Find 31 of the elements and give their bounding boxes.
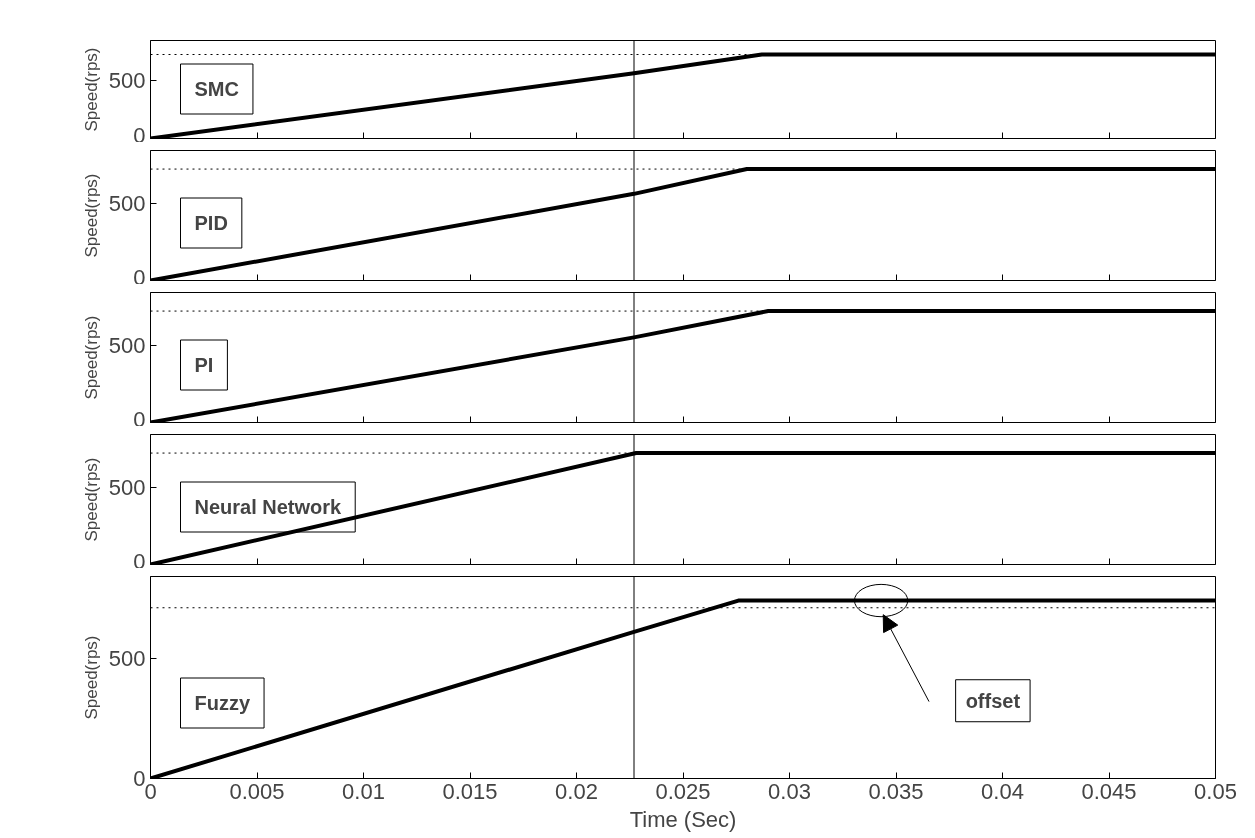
x-axis-title: Time (Sec) [629,806,737,832]
series-label: PID [194,212,228,234]
x-tick-label: 0.02 [555,778,598,804]
annotation: offset [965,689,1021,712]
y-axis-title: Speed(rps) [81,635,101,720]
x-tick-label: 0.025 [655,778,711,804]
series-label: Fuzzy [194,692,251,714]
y-axis-title: Speed(rps) [81,315,101,400]
y-tick-label: 0 [133,548,146,574]
x-tick-label: 0.05 [1194,778,1237,804]
x-tick-label: 0.01 [342,778,385,804]
y-tick-label: 500 [108,645,146,671]
y-axis-title: Speed(rps) [81,173,101,258]
x-tick-label: 0.03 [768,778,811,804]
y-tick-label: 0 [133,406,146,432]
y-tick-label: 500 [108,67,146,93]
y-tick-label: 500 [108,190,146,216]
y-tick-label: 500 [108,332,146,358]
x-tick-label: 0.04 [981,778,1024,804]
series-label: Neural Network [194,496,343,518]
y-tick-label: 0 [133,264,146,290]
series-label: PI [194,354,214,376]
series-label: SMC [194,78,239,100]
y-tick-label: 0 [133,122,146,148]
x-tick-label: 0.045 [1081,778,1137,804]
x-tick-label: 0.005 [229,778,285,804]
y-axis-title: Speed(rps) [81,457,101,542]
x-tick-label: 0.035 [868,778,924,804]
x-tick-label: 0.015 [442,778,498,804]
y-axis-title: Speed(rps) [81,47,101,132]
y-tick-label: 500 [108,474,146,500]
